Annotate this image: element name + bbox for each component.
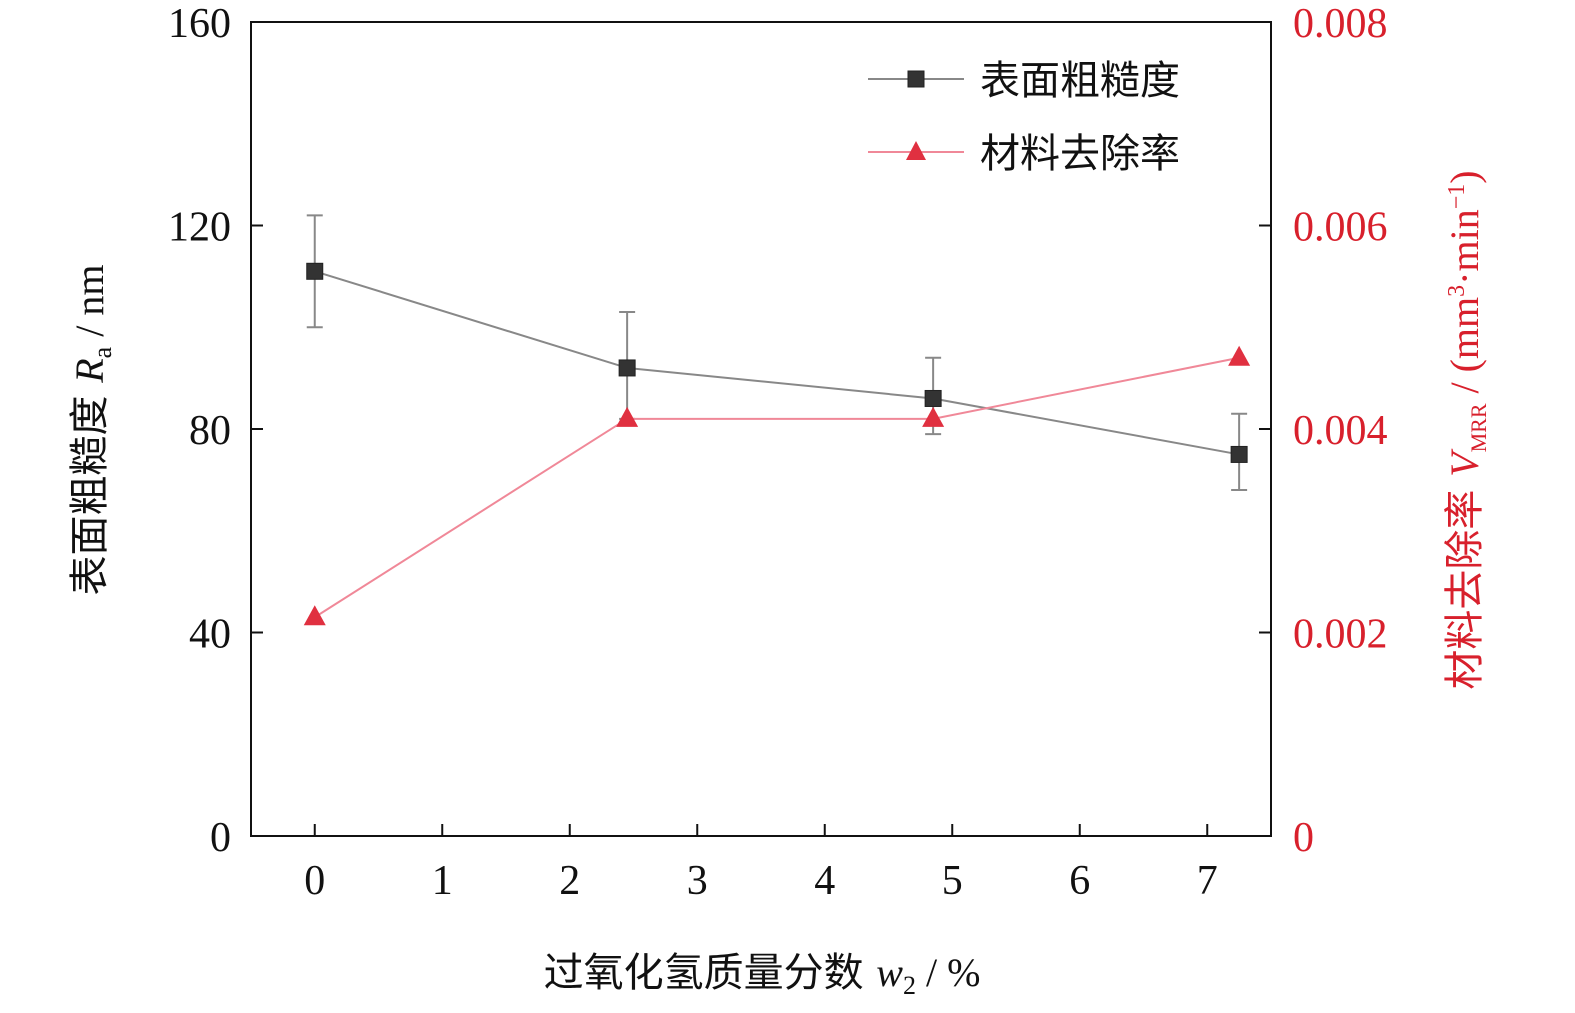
- left-y-tick-label: 80: [189, 408, 231, 454]
- legend-marker-triangle: [906, 141, 926, 160]
- data-point-roughness: [306, 262, 324, 280]
- left-y-axis-ticks: 0 40 80 120 160: [168, 1, 263, 861]
- right-y-axis-title-var: V: [1442, 448, 1487, 477]
- right-y-axis-title-unit-mid: ·min: [1442, 209, 1487, 285]
- data-point-roughness: [924, 389, 942, 407]
- x-tick-label: 2: [559, 858, 580, 904]
- legend: 表面粗糙度 材料去除率: [868, 58, 1180, 177]
- x-axis-title-var: w: [876, 950, 903, 995]
- legend-marker-square: [907, 70, 925, 88]
- series-line-roughness: [314, 270, 1240, 456]
- x-tick-label: 0: [304, 858, 325, 904]
- x-tick-label: 4: [814, 858, 835, 904]
- left-y-tick-label: 0: [210, 815, 231, 861]
- x-axis-title-main: 过氧化氢质量分数: [544, 950, 877, 996]
- data-point-mrr: [303, 605, 326, 626]
- x-axis-title-unit: / %: [916, 950, 980, 995]
- x-tick-label: 1: [432, 858, 453, 904]
- x-tick-label: 6: [1069, 858, 1090, 904]
- series-line-mrr: [314, 356, 1240, 619]
- right-y-axis-title-sup1: 3: [1444, 285, 1470, 297]
- left-y-axis-title-var: R: [67, 358, 112, 383]
- right-y-axis-title-sup2: −1: [1444, 184, 1470, 210]
- data-point-roughness: [1230, 445, 1248, 463]
- data-point-mrr: [616, 406, 639, 427]
- x-tick-label: 7: [1197, 858, 1218, 904]
- left-y-axis-title-main: 表面粗糙度: [67, 383, 113, 596]
- right-y-axis-title-unit-post: ): [1442, 170, 1487, 183]
- x-tick-label: 5: [942, 858, 963, 904]
- right-y-tick-label: 0: [1293, 815, 1314, 861]
- left-y-axis-title-sub: a: [88, 346, 117, 358]
- data-point-roughness: [618, 359, 636, 377]
- right-y-tick-label: 0.008: [1293, 1, 1388, 47]
- left-y-tick-label: 120: [168, 205, 231, 251]
- legend-label-roughness: 表面粗糙度: [980, 58, 1180, 104]
- x-axis-title: 过氧化氢质量分数 w2 / %: [544, 950, 981, 1000]
- x-axis-ticks: 0 1 2 3 4 5 6 7: [304, 824, 1218, 904]
- left-y-axis-title: 表面粗糙度 Ra / nm: [67, 265, 117, 596]
- right-y-axis-title-main: 材料去除率: [1442, 477, 1488, 690]
- right-y-axis-title: 材料去除率 VMRR / (mm3·min−1): [1442, 170, 1491, 689]
- left-y-tick-label: 40: [189, 612, 231, 658]
- series-layer: [303, 214, 1251, 626]
- legend-label-mrr: 材料去除率: [980, 131, 1180, 177]
- left-y-axis-title-unit: / nm: [67, 265, 112, 347]
- right-y-axis-ticks: 0 0.002 0.004 0.006 0.008: [1259, 1, 1388, 861]
- data-point-mrr: [922, 406, 945, 427]
- right-y-axis-title-sub: MRR: [1466, 403, 1491, 452]
- right-y-tick-label: 0.002: [1293, 612, 1388, 658]
- right-y-axis-title-unit-pre: / (mm: [1442, 297, 1487, 404]
- data-point-mrr: [1228, 345, 1251, 366]
- x-tick-label: 3: [687, 858, 708, 904]
- left-y-tick-label: 160: [168, 1, 231, 47]
- right-y-tick-label: 0.004: [1293, 408, 1388, 454]
- x-axis-title-sub: 2: [903, 971, 916, 1000]
- right-y-tick-label: 0.006: [1293, 205, 1388, 251]
